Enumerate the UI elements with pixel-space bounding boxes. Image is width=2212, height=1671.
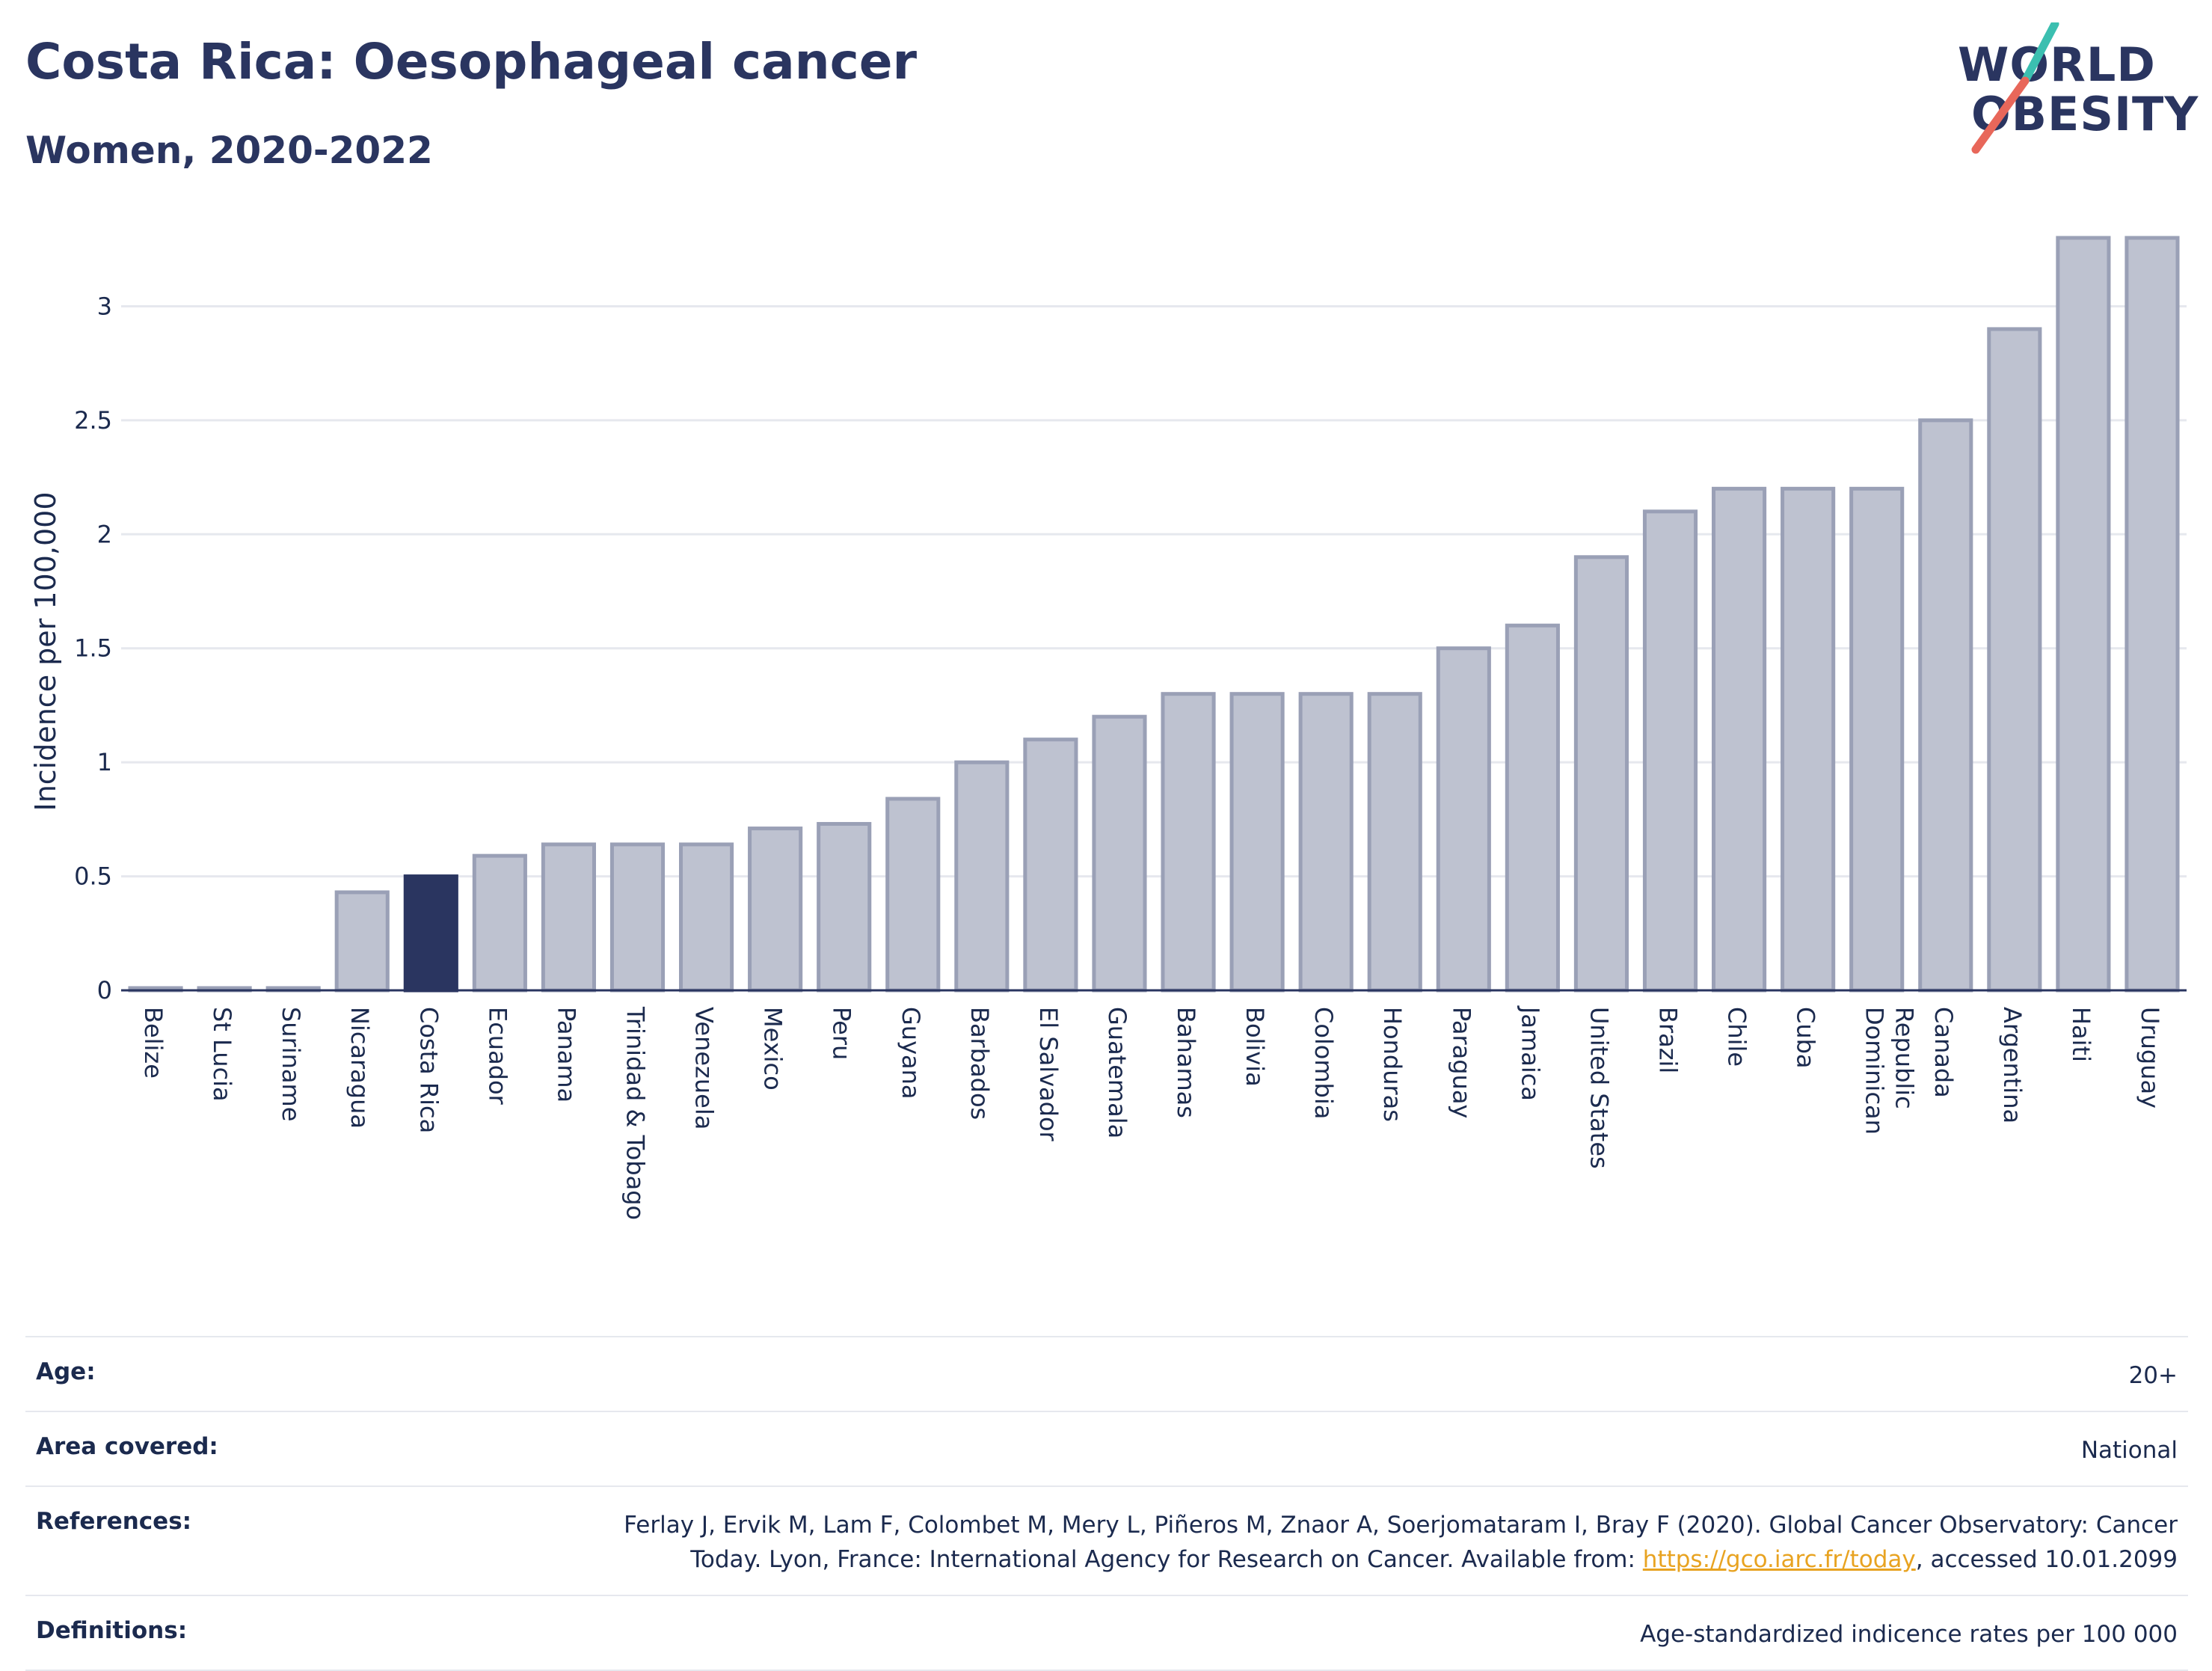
bar-brazil [1642,509,1698,993]
bar-dominican-republic [1849,486,1905,993]
bar-mexico [748,827,803,993]
metadata-table: Age: 20+ Area covered: National Referenc… [25,1336,2188,1671]
x-tick-label: Belize [139,1007,168,1079]
x-tick-label: Trinidad & Tobago [621,1006,650,1220]
logo-slash-icon [1971,22,2059,154]
x-tick-label: United States [1585,1007,1613,1169]
references-value: Ferlay J, Ervik M, Lam F, Colombet M, Me… [624,1508,2178,1577]
bar-trinidad-tobago [609,842,666,993]
bar-jamaica [1505,623,1560,993]
meta-row-area: Area covered: National [25,1411,2188,1485]
bar-paraguay [1436,646,1491,993]
age-label: Age: [36,1358,96,1385]
x-tick-label: Suriname [277,1007,305,1121]
x-tick-label: Colombia [1309,1007,1338,1119]
chart-subtitle: Women, 2020-2022 [25,129,433,172]
y-tick-label: 1 [97,748,112,776]
meta-row-age: Age: 20+ [25,1336,2188,1411]
x-tick-label: El Salvador [1034,1007,1063,1142]
references-text-1: Ferlay J, Ervik M, Lam F, Colombet M, Me… [624,1512,2178,1539]
chart-title: Costa Rica: Oesophageal cancer [25,33,918,91]
x-tick-label: Ecuador [483,1007,511,1106]
age-value: 20+ [2128,1362,2178,1389]
bar-barbados [954,760,1010,993]
bar-uruguay [2125,236,2180,993]
bar-chart: 0 0.5 1 1.5 2 2.5 3 Belize St Lucia Suriname Nica… [29,236,2187,1220]
x-tick-label: Cuba [1792,1007,1820,1069]
bar-canada [1918,418,1973,993]
bar-nicaragua [334,890,390,993]
y-axis-ticks: 0 0.5 1 1.5 2 2.5 3 [74,292,112,1005]
y-tick-label: 2.5 [74,406,112,435]
bars-layer [128,236,2180,993]
x-tick-label: Jamaica [1516,1005,1544,1101]
world-obesity-logo: WORLD OBESITY [1944,22,2198,157]
logo-line-world: WORLD [1958,37,2156,92]
y-tick-label: 2 [97,520,112,548]
x-tick-label: Peru [828,1007,856,1060]
x-tick-label: Mexico [759,1007,787,1091]
bar-ecuador [472,853,527,993]
bar-bolivia [1229,692,1285,993]
x-tick-label: Guyana [897,1007,925,1100]
grid-layer [121,304,2187,878]
x-tick-label: Paraguay [1447,1007,1475,1118]
logo-line-obesity: OBESITY [1971,87,2199,141]
y-tick-label: 3 [97,292,112,320]
x-tick-label: Honduras [1378,1007,1407,1122]
bar-panama [541,842,596,993]
x-tick-label: Canada [1929,1007,1958,1098]
bar-guyana [885,797,941,993]
area-label: Area covered: [36,1433,218,1460]
bar-haiti [2056,236,2111,993]
x-tick-label: Venezuela [690,1007,719,1129]
x-tick-label: Costa Rica [414,1007,443,1133]
bar-costa-rica [403,874,458,993]
y-tick-label: 0 [97,976,112,1005]
definitions-label: Definitions: [36,1617,188,1644]
references-text-2: Today. Lyon, France: International Agenc… [690,1546,1643,1573]
y-tick-label: 1.5 [74,634,112,663]
x-tick-label: Barbados [965,1007,994,1120]
references-label: References: [36,1508,192,1535]
x-tick-label: Chile [1723,1007,1751,1067]
x-tick-label: Brazil [1654,1007,1683,1073]
x-tick-label: Bahamas [1172,1007,1200,1118]
x-tick-label: Uruguay [2136,1007,2164,1109]
meta-row-definitions: Definitions: Age-standardized indicence … [25,1595,2188,1671]
bar-cuba [1781,486,1836,993]
definitions-value: Age-standardized indicence rates per 100… [1640,1621,2178,1648]
y-tick-label: 0.5 [74,862,112,891]
bar-bahamas [1161,692,1216,993]
bar-peru [817,821,872,993]
area-value: National [2080,1437,2178,1464]
x-tick-label: Guatemala [1103,1007,1131,1138]
x-tick-label: St Lucia [208,1007,236,1102]
x-axis-ticks: Belize St Lucia Suriname Nicaragua Costa Ric… [139,1005,2164,1220]
bar-el-salvador [1023,738,1078,993]
x-tick-label: Panama [552,1007,580,1103]
bar-chile [1712,486,1767,993]
meta-row-references: References: Ferlay J, Ervik M, Lam F, Co… [25,1485,2188,1595]
x-tick-label: Bolivia [1241,1007,1269,1087]
bar-colombia [1298,692,1354,993]
x-tick-label: Haiti [2067,1007,2095,1062]
bar-venezuela [679,842,734,993]
references-text-3: , accessed 10.01.2099 [1915,1546,2178,1573]
y-axis-label: Incidence per 100,000 [29,491,62,811]
bar-guatemala [1092,714,1147,993]
x-tick-label: Argentina [1998,1007,2027,1123]
bar-united-states [1573,555,1629,993]
bar-honduras [1367,692,1422,993]
x-tick-label: DominicanRepublic [1861,1007,1919,1135]
references-link[interactable]: https://gco.iarc.fr/today [1642,1546,1916,1573]
x-tick-label: Nicaragua [345,1007,374,1129]
bar-argentina [1987,327,2042,993]
